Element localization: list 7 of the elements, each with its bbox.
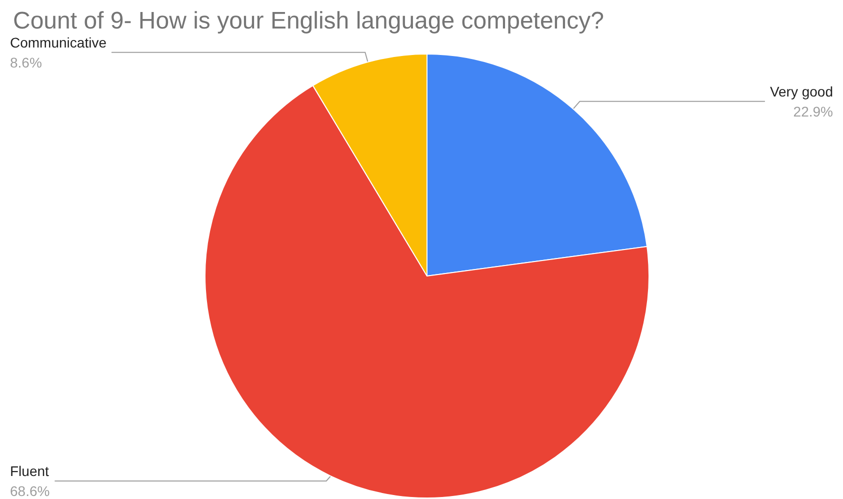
slice-label: Very good xyxy=(770,83,833,100)
slice-label: Fluent xyxy=(10,463,50,479)
data-label: 8.6% xyxy=(10,54,42,70)
chart-title: Count of 9- How is your English language competency? xyxy=(13,8,604,34)
data-label: 22.9% xyxy=(793,103,833,120)
slice-label: Communicative xyxy=(10,34,107,50)
data-label: 68.6% xyxy=(10,483,50,499)
